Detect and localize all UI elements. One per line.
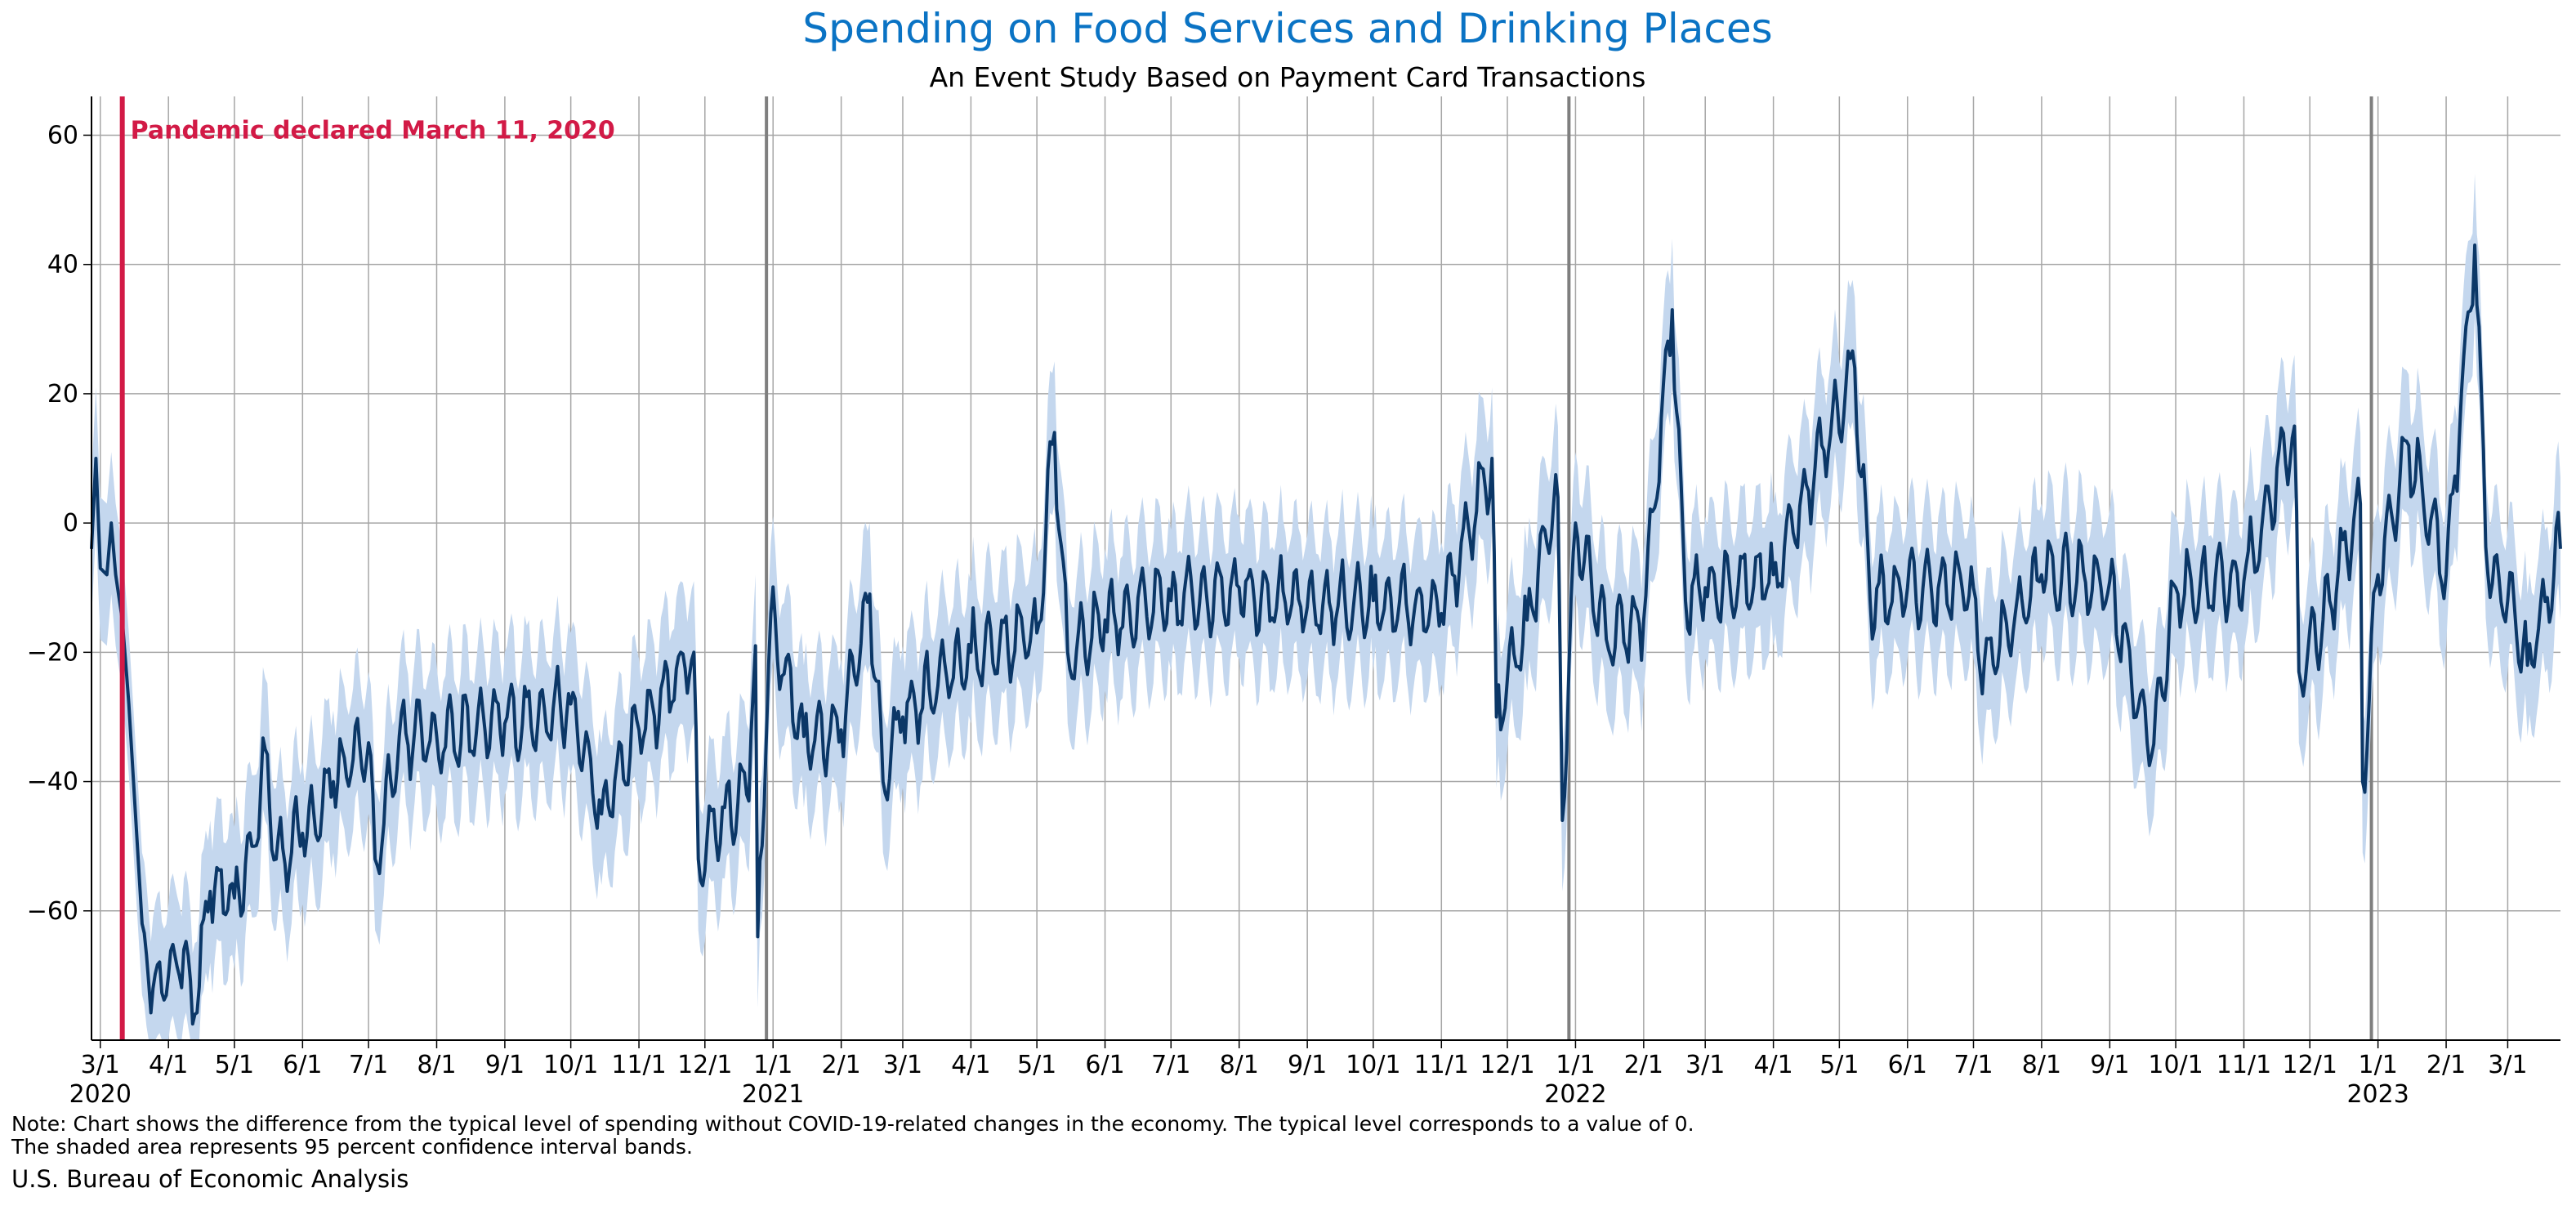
event-label: Pandemic declared March 11, 2020: [131, 116, 615, 145]
y-tick-label: 40: [47, 251, 78, 279]
y-tick-label: −60: [27, 897, 78, 926]
x-tick-label: 2/1: [1624, 1051, 1663, 1079]
x-tick-label: 9/1: [485, 1051, 525, 1079]
year-label: 2022: [1544, 1080, 1606, 1109]
x-tick-label: 1/1: [2359, 1051, 2398, 1079]
x-tick-label: 3/1: [1685, 1051, 1725, 1079]
x-tick-label: 9/1: [2090, 1051, 2129, 1079]
series-line: [90, 243, 2562, 1026]
x-tick-label: 9/1: [1288, 1051, 1327, 1079]
x-tick-label: 4/1: [149, 1051, 188, 1079]
x-tick-label: 10/1: [1346, 1051, 1400, 1079]
confidence-band: [92, 173, 2560, 1040]
x-tick-label: 7/1: [1151, 1051, 1190, 1079]
x-tick-label: 10/1: [2148, 1051, 2203, 1079]
x-tick-label: 8/1: [1220, 1051, 1259, 1079]
x-tick-label: 12/1: [1480, 1051, 1534, 1079]
x-tick-label: 12/1: [2283, 1051, 2337, 1079]
y-tick-label: 0: [63, 509, 78, 538]
x-tick-label: 12/1: [677, 1051, 732, 1079]
x-tick-label: 2/1: [2426, 1051, 2466, 1079]
y-tick-label: 20: [47, 380, 78, 409]
x-tick-label: 11/1: [2217, 1051, 2271, 1079]
plot-area: −60 −40 −20 0 20 40 60 3/1 4/1 5/1 6/1 7/1 8/1 9/1 10/…: [27, 96, 2562, 1109]
y-tick-label: −40: [27, 768, 78, 797]
y-tick-label: 60: [47, 121, 78, 150]
x-tick-label: 5/1: [1017, 1051, 1056, 1079]
x-tick-label: 8/1: [2022, 1051, 2061, 1079]
x-tick-label: 11/1: [1414, 1051, 1469, 1079]
year-label: 2023: [2346, 1080, 2409, 1109]
x-tick-label: 7/1: [349, 1051, 388, 1079]
x-tick-label: 5/1: [215, 1051, 254, 1079]
source-label: U.S. Bureau of Economic Analysis: [11, 1165, 409, 1193]
year-label: 2020: [69, 1080, 132, 1109]
x-tick-label: 3/1: [883, 1051, 922, 1079]
x-tick-label: 10/1: [543, 1051, 598, 1079]
year-label: 2021: [742, 1080, 804, 1109]
x-tick-label: 6/1: [283, 1051, 322, 1079]
x-tick-label: 4/1: [1753, 1051, 1792, 1079]
x-tick-label: 3/1: [81, 1051, 120, 1079]
y-tick-label: −20: [27, 638, 78, 667]
x-tick-label: 6/1: [1888, 1051, 1927, 1079]
x-tick-label: 6/1: [1085, 1051, 1124, 1079]
x-tick-label: 1/1: [753, 1051, 792, 1079]
x-tick-label: 2/1: [821, 1051, 860, 1079]
x-tick-label: 5/1: [1819, 1051, 1859, 1079]
x-tick-label: 7/1: [1953, 1051, 1993, 1079]
chart-subtitle: An Event Study Based on Payment Card Tra…: [930, 61, 1646, 93]
note-line-1: Note: Chart shows the difference from th…: [11, 1112, 1694, 1136]
chart-title: Spending on Food Services and Drinking P…: [802, 5, 1772, 52]
x-tick-label: 1/1: [1556, 1051, 1595, 1079]
note-line-2: The shaded area represents 95 percent co…: [11, 1135, 693, 1159]
x-tick-label: 4/1: [951, 1051, 990, 1079]
x-tick-label: 8/1: [417, 1051, 456, 1079]
x-tick-label: 3/1: [2488, 1051, 2527, 1079]
x-tick-label: 11/1: [611, 1051, 666, 1079]
